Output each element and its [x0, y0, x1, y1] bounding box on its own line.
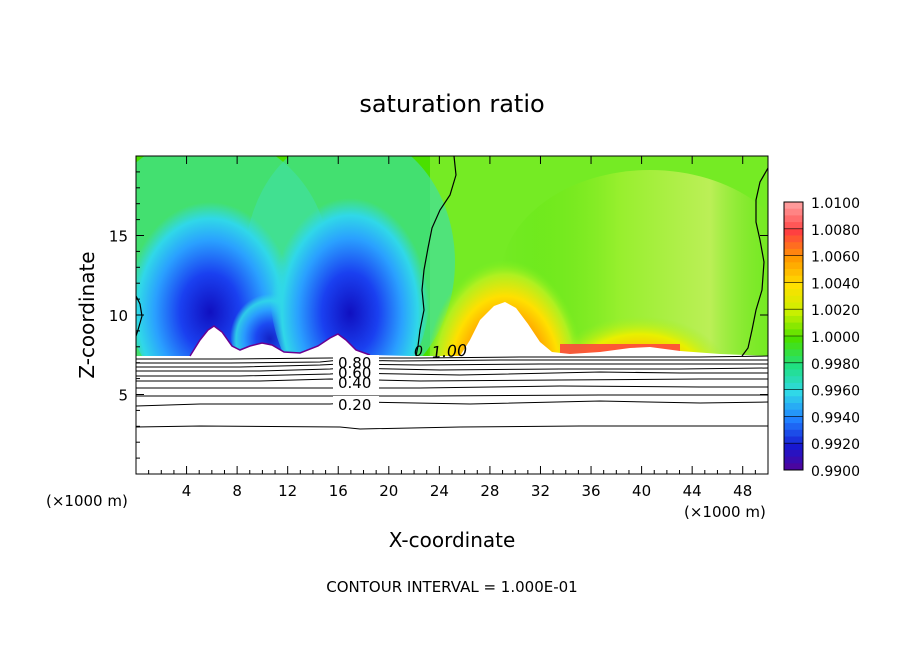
colorbar-swatch	[784, 215, 803, 223]
colorbar-swatch	[784, 436, 803, 444]
contour-label-020: 0.20	[338, 396, 371, 414]
colorbar-label: 0.9980	[811, 357, 860, 373]
colorbar-swatch	[784, 262, 803, 270]
colorbar-label: 1.0000	[811, 330, 860, 346]
colorbar-swatch	[784, 255, 803, 263]
colorbar-swatch	[784, 369, 803, 377]
colorbar-label: 0.9900	[811, 464, 860, 480]
colorbar-swatch	[784, 423, 803, 431]
colorbar-swatch	[784, 208, 803, 216]
colorbar-swatch	[784, 269, 803, 277]
colorbar-label: 1.0080	[811, 223, 860, 239]
colorbar-swatch	[784, 396, 803, 404]
colorbar-swatch	[784, 403, 803, 411]
colorbar-label: 0.9920	[811, 437, 860, 453]
colorbar-swatch	[784, 409, 803, 417]
dry-plume-right	[270, 175, 430, 405]
colorbar-swatch	[784, 463, 803, 471]
colorbar-swatch	[784, 382, 803, 391]
colorbar-label: 1.0020	[811, 303, 860, 319]
colorbar: 1.0100 1.0080 1.0060 1.0040 1.0020 1.0000 0.99…	[783, 196, 860, 480]
contour-label-prefix-glyph: 0	[414, 344, 423, 360]
contour-line-100-left	[136, 295, 143, 337]
colorbar-swatch	[784, 456, 803, 464]
colorbar-swatch	[784, 228, 803, 236]
contour-label-040: 0.40	[338, 374, 371, 392]
x-tick-label: 8	[232, 482, 242, 500]
x-tick-label: 24	[430, 482, 449, 500]
colorbar-swatch	[784, 443, 803, 451]
x-tick-label: 28	[480, 482, 499, 500]
colorbar-label: 1.0040	[811, 276, 860, 292]
colorbar-label: 1.0100	[811, 196, 860, 212]
x-tick-label: 4	[182, 482, 192, 500]
colorbar-label: 0.9940	[811, 410, 860, 426]
colorbar-swatch	[784, 315, 803, 324]
colorbar-swatch	[784, 349, 803, 357]
x-tick-label: 16	[329, 482, 348, 500]
colorbar-swatch	[784, 295, 803, 303]
x-tick-label: 12	[278, 482, 297, 500]
colorbar-swatch	[784, 336, 803, 344]
colorbar-swatch	[784, 309, 803, 317]
y-tick-label: 5	[118, 387, 128, 405]
colorbar-swatch	[784, 389, 803, 397]
chart-title: saturation ratio	[359, 90, 544, 118]
contour-labels	[333, 355, 379, 410]
terrain-outline-purple	[189, 325, 371, 357]
colorbar-swatch	[784, 429, 803, 437]
colorbar-swatch	[784, 235, 803, 243]
x-tick-label: 44	[683, 482, 702, 500]
contour-line-100-main	[415, 156, 457, 357]
x-tick-label: 32	[531, 482, 550, 500]
colorbar-swatch	[784, 242, 803, 250]
y-axis-ticks: 5 10 15	[109, 171, 768, 459]
lower-contours	[136, 355, 768, 430]
plot-area: 1.00 0.80 0.60 0.40 0.20	[136, 156, 768, 474]
contour-label-080: 0.80	[338, 354, 371, 372]
colorbar-swatch	[784, 449, 803, 458]
x-tick-label: 48	[733, 482, 752, 500]
colorbar-swatch	[784, 202, 803, 210]
colorbar-swatch	[784, 302, 803, 310]
colorbar-swatch	[784, 222, 803, 230]
colorbar-swatch	[784, 289, 803, 297]
contour-interval-note: CONTOUR INTERVAL = 1.000E-01	[326, 578, 577, 596]
x-tick-label: 20	[379, 482, 398, 500]
x-unit-left: (×1000 m)	[46, 492, 128, 510]
colorbar-swatch	[784, 342, 803, 350]
y-tick-label: 10	[109, 307, 128, 325]
colorbar-label: 1.0060	[811, 250, 860, 266]
colorbar-swatch	[784, 376, 803, 384]
colorbar-swatch	[784, 322, 803, 330]
x-tick-label: 36	[581, 482, 600, 500]
colorbar-swatch	[784, 275, 803, 283]
x-tick-label: 40	[632, 482, 651, 500]
colorbar-swatch	[784, 329, 803, 337]
colorbar-label: 0.9960	[811, 384, 860, 400]
y-axis-label: Z-coordinate	[75, 251, 99, 378]
colorbar-swatch	[784, 362, 803, 370]
x-axis-ticks: 4 8 12 16 20 24 28 32 36 40 44 48	[148, 156, 756, 500]
x-unit-right: (×1000 m)	[684, 503, 766, 521]
colorbar-swatch	[784, 248, 803, 257]
y-tick-label: 15	[109, 228, 128, 246]
contour-label-100: 1.00	[431, 341, 468, 362]
colorbar-swatch	[784, 282, 803, 290]
contour-line-100-right	[741, 167, 768, 357]
x-axis-label: X-coordinate	[389, 528, 516, 552]
colorbar-swatch	[784, 416, 803, 424]
contour-label-060: 0.60	[338, 364, 371, 382]
colorbar-swatch	[784, 356, 803, 364]
